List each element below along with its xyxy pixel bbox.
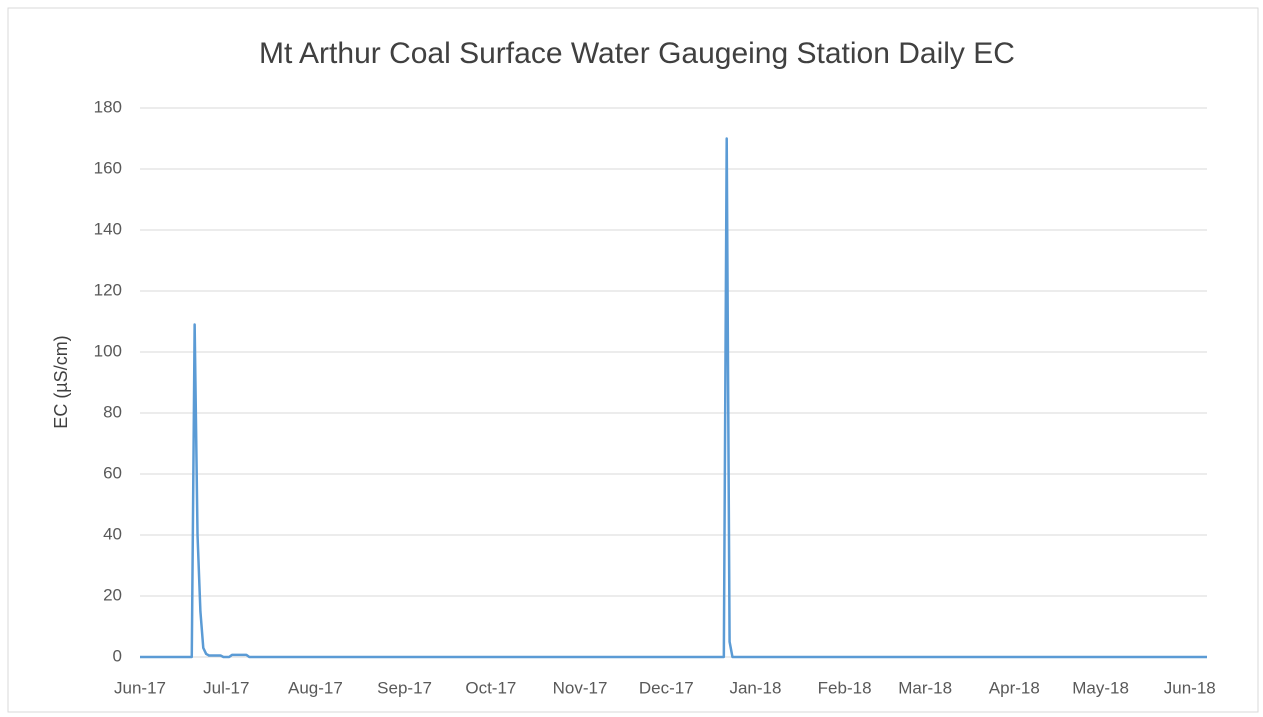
y-tick-label: 120 <box>94 280 122 299</box>
x-tick-label: Jun-17 <box>114 678 166 697</box>
y-tick-label: 160 <box>94 158 122 177</box>
x-tick-label: Feb-18 <box>818 678 872 697</box>
x-tick-label: Oct-17 <box>465 678 516 697</box>
y-tick-label: 180 <box>94 97 122 116</box>
chart-title: Mt Arthur Coal Surface Water Gaugeing St… <box>259 37 1015 70</box>
y-tick-label: 20 <box>103 585 122 604</box>
x-tick-label: Mar-18 <box>898 678 952 697</box>
y-tick-label: 60 <box>103 463 122 482</box>
x-tick-label: Apr-18 <box>989 678 1040 697</box>
x-tick-label: Dec-17 <box>639 678 694 697</box>
y-tick-label: 80 <box>103 402 122 421</box>
x-tick-label: Jul-17 <box>203 678 249 697</box>
chart-border <box>7 7 1259 713</box>
x-tick-label: Jun-18 <box>1164 678 1216 697</box>
x-tick-label: Jan-18 <box>729 678 781 697</box>
data-line <box>140 137 1207 659</box>
x-tick-label: Nov-17 <box>553 678 608 697</box>
y-tick-label: 140 <box>94 219 122 238</box>
y-tick-label: 0 <box>113 646 122 665</box>
x-tick-label: Aug-17 <box>288 678 343 697</box>
x-tick-label: May-18 <box>1072 678 1129 697</box>
y-tick-label: 100 <box>94 341 122 360</box>
y-tick-label: 40 <box>103 524 122 543</box>
x-tick-label: Sep-17 <box>377 678 432 697</box>
y-axis-title: EC (µS/cm) <box>51 335 71 428</box>
